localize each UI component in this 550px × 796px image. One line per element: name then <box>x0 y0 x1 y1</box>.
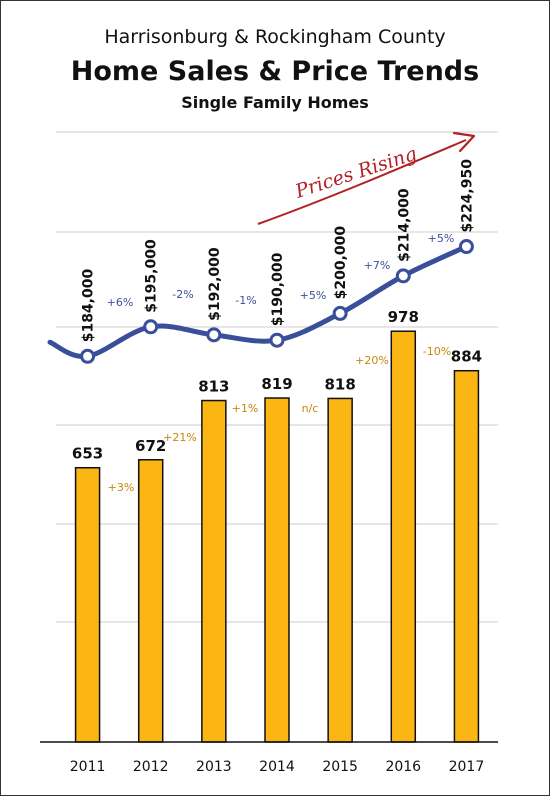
bar-value-label-2013: 813 <box>198 378 229 396</box>
bar-2015 <box>327 397 353 743</box>
price-point-2012 <box>143 319 159 335</box>
x-tick-2012: 2012 <box>133 759 169 775</box>
x-tick-2015: 2015 <box>322 759 358 775</box>
sales-change-label-0: +3% <box>108 481 135 494</box>
sales-change-label-2: +1% <box>232 402 259 415</box>
price-value-label-2012: $195,000 <box>144 239 160 313</box>
chart-title: Home Sales & Price Trends <box>70 56 480 87</box>
sales-change-label-3: n/c <box>302 402 319 415</box>
bar-2017 <box>453 369 480 743</box>
price-point-2011 <box>80 348 96 364</box>
x-tick-2011: 2011 <box>70 759 106 775</box>
price-value-label-2014: $190,000 <box>270 252 286 326</box>
price-change-label-5: +5% <box>428 232 455 245</box>
bar-2012 <box>137 459 164 743</box>
bar-value-label-2012: 672 <box>135 437 166 455</box>
price-value-label-2011: $184,000 <box>81 269 97 343</box>
annotation-arrow <box>257 139 467 225</box>
price-point-2014 <box>269 332 285 348</box>
x-tick-2014: 2014 <box>259 759 295 775</box>
price-change-label-4: +7% <box>364 259 391 272</box>
bar-2011 <box>74 466 101 743</box>
price-point-2016 <box>395 268 411 284</box>
chart-subtitle: Single Family Homes <box>181 93 369 112</box>
bar-2016 <box>390 330 417 743</box>
annotation-arrowhead <box>452 131 476 153</box>
bar-2014 <box>264 397 290 743</box>
price-change-label-1: -2% <box>172 288 193 301</box>
bar-value-label-2014: 819 <box>261 375 292 393</box>
sales-change-label-4: +20% <box>355 354 389 367</box>
price-change-label-3: +5% <box>300 289 327 302</box>
sales-change-label-1: +21% <box>163 431 197 444</box>
price-point-2013 <box>206 327 222 343</box>
x-tick-2016: 2016 <box>385 759 421 775</box>
price-change-label-2: -1% <box>235 294 256 307</box>
bar-value-label-2015: 818 <box>324 375 355 393</box>
bar-2013 <box>201 399 227 743</box>
bar-value-label-2017: 884 <box>451 348 482 366</box>
x-tick-2013: 2013 <box>196 759 232 775</box>
chart-supertitle: Harrisonburg & Rockingham County <box>104 26 446 48</box>
price-change-label-0: +6% <box>107 296 134 309</box>
price-value-label-2013: $192,000 <box>207 247 223 321</box>
bar-value-label-2011: 653 <box>72 445 103 463</box>
price-point-2017 <box>458 239 474 255</box>
price-value-label-2017: $224,950 <box>459 159 475 233</box>
price-value-label-2016: $214,000 <box>396 188 412 262</box>
x-tick-2017: 2017 <box>449 759 485 775</box>
price-value-label-2015: $200,000 <box>333 226 349 300</box>
sales-change-label-5: -10% <box>423 345 451 358</box>
bar-value-label-2016: 978 <box>388 308 419 326</box>
price-point-2015 <box>332 305 348 321</box>
